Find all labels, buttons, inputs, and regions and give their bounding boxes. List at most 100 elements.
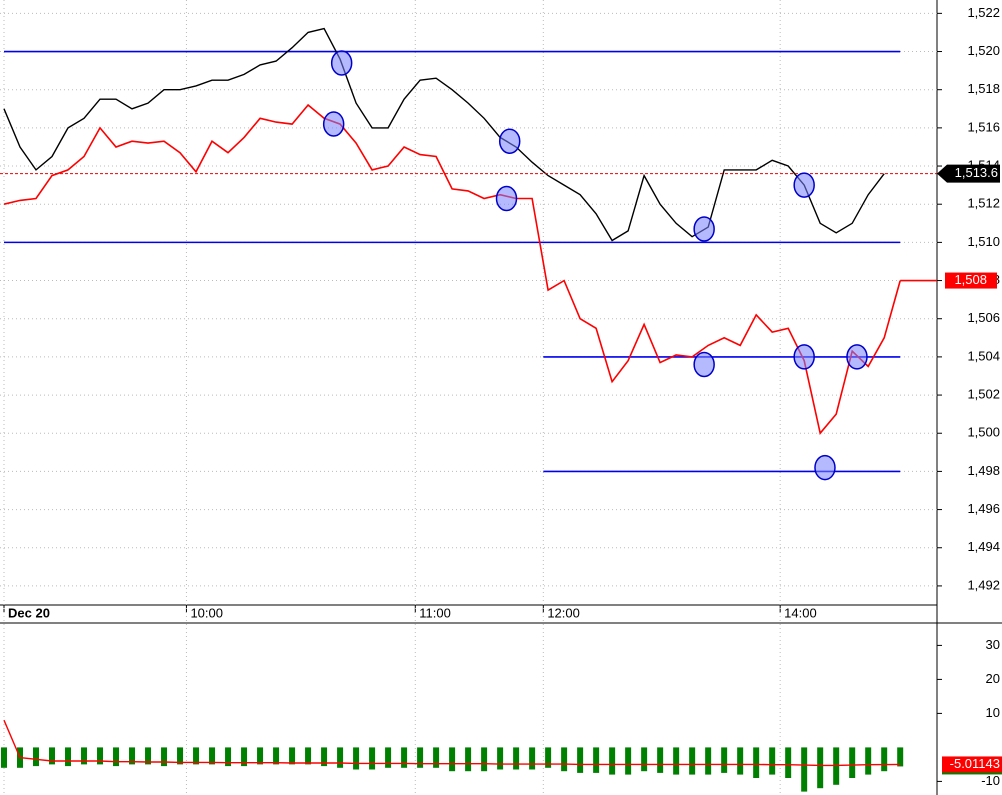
histogram-bar	[593, 747, 600, 773]
histogram-bar	[721, 747, 728, 773]
y-tick-label: -10	[981, 773, 1000, 788]
last-value-box	[945, 272, 997, 289]
histogram-bar	[209, 747, 216, 765]
histogram-bar	[241, 747, 248, 767]
signal-marker	[793, 344, 815, 370]
histogram-bar	[673, 747, 680, 775]
price-line	[3, 103, 901, 435]
histogram-bar	[129, 747, 136, 765]
histogram-bar	[609, 747, 616, 775]
histogram-bar	[1, 747, 8, 768]
histogram-bar	[625, 747, 632, 775]
histogram-bar	[305, 747, 312, 765]
histogram-bar	[65, 747, 72, 767]
histogram-bar	[257, 747, 264, 765]
histogram-bar	[737, 747, 744, 775]
histogram-bar	[689, 747, 696, 775]
signal-marker	[793, 172, 815, 198]
histogram-bar	[465, 747, 472, 772]
histogram-bar	[529, 747, 536, 770]
last-value-label: -5.01143	[950, 756, 1000, 771]
y-tick-label: 1,496	[967, 501, 1000, 516]
histogram-bar	[497, 747, 504, 770]
histogram-bar	[433, 747, 440, 768]
x-tick-label: Dec 20	[8, 605, 50, 620]
histogram-bar	[801, 747, 808, 792]
x-tick-label: 14:00	[784, 605, 817, 620]
x-tick-label: 12:00	[547, 605, 580, 620]
y-tick-label: 1,494	[967, 539, 1000, 554]
signal-marker	[330, 50, 353, 76]
signal-marker	[495, 185, 518, 212]
y-tick-label: 1,516	[967, 119, 1000, 134]
histogram-bar	[817, 747, 824, 789]
signal-marker	[322, 111, 345, 137]
y-tick-label: 1,518	[967, 81, 1000, 96]
signal-marker	[846, 344, 868, 370]
signal-marker	[693, 216, 715, 242]
y-tick-label: 1,512	[967, 196, 1000, 211]
histogram-bar	[545, 747, 552, 768]
histogram-bar	[321, 747, 328, 767]
histogram-bar	[225, 747, 232, 767]
histogram-bar	[769, 747, 776, 775]
last-value-box	[942, 756, 1002, 773]
price-line	[3, 27, 885, 242]
histogram-bar	[113, 747, 120, 767]
histogram-bar	[193, 747, 200, 765]
histogram-bar	[33, 747, 40, 767]
x-tick-label: 11:00	[419, 605, 451, 620]
histogram-bar	[657, 747, 664, 773]
y-tick-label: 1,520	[967, 43, 1000, 58]
y-tick-label: 1,498	[967, 463, 1000, 478]
y-tick-label: 1,506	[967, 310, 1000, 325]
histogram-bar	[417, 747, 424, 768]
signal-marker	[814, 454, 836, 481]
histogram-bar	[49, 747, 56, 765]
histogram-bar	[353, 747, 360, 770]
histogram-bar	[81, 747, 88, 765]
histogram-bar	[561, 747, 568, 772]
indicator-line	[3, 719, 901, 767]
y-tick-label: 1,510	[967, 234, 1000, 249]
histogram-bar	[897, 747, 904, 767]
last-value-label: 1,508	[954, 272, 987, 287]
histogram-bar	[337, 747, 344, 768]
histogram-bar	[145, 747, 152, 765]
last-price-box	[937, 164, 1000, 183]
y-tick-label: 1,502	[967, 387, 1000, 402]
y-tick-label: 20	[986, 671, 1000, 686]
histogram-bar	[785, 747, 792, 778]
y-tick-label: 30	[986, 637, 1000, 652]
histogram-bar	[161, 747, 168, 767]
y-tick-label: 1,504	[967, 348, 1000, 363]
last-price-label: 1,513.6	[955, 165, 998, 180]
histogram-bar	[449, 747, 456, 772]
histogram-bar	[577, 747, 584, 773]
histogram-bar	[849, 747, 856, 778]
histogram-bar	[833, 747, 840, 785]
histogram-bar	[273, 747, 280, 765]
histogram-bar	[385, 747, 392, 768]
histogram-bar	[753, 747, 760, 778]
histogram-bar	[289, 747, 296, 765]
signal-marker	[693, 351, 715, 378]
histogram-bar	[97, 747, 104, 765]
y-tick-label: 1,522	[967, 5, 1000, 20]
signal-marker	[498, 128, 521, 154]
histogram-bar	[177, 747, 184, 765]
y-tick-label: 10	[986, 705, 1000, 720]
histogram-bar	[401, 747, 408, 768]
histogram-bar	[641, 747, 648, 772]
x-tick-label: 10:00	[190, 605, 223, 620]
histogram-bar	[865, 747, 872, 775]
histogram-bar	[881, 747, 888, 772]
histogram-bar	[513, 747, 520, 770]
histogram-bar	[369, 747, 376, 770]
y-tick-label: 1,500	[967, 425, 1000, 440]
histogram-bar	[481, 747, 488, 772]
y-tick-label: 1,492	[967, 577, 1000, 592]
